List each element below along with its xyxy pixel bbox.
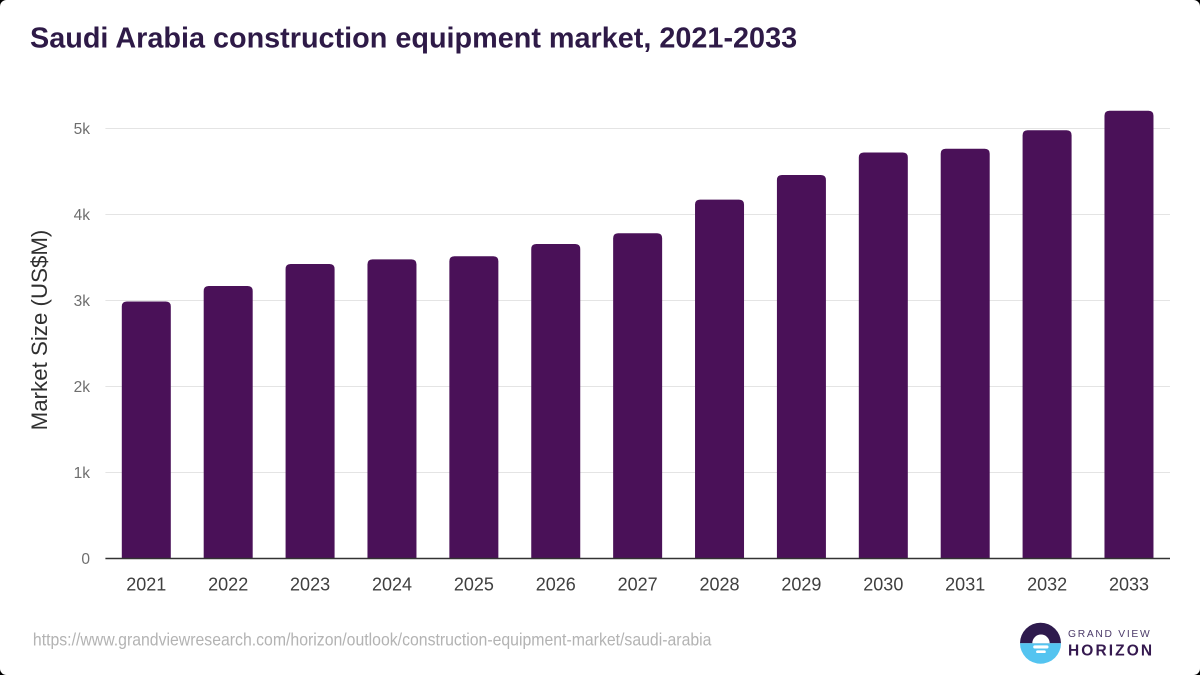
svg-text:2023: 2023 xyxy=(290,575,330,595)
svg-text:2021: 2021 xyxy=(126,575,166,595)
svg-text:Market Size (US$M): Market Size (US$M) xyxy=(27,230,52,431)
svg-text:4k: 4k xyxy=(74,207,91,224)
svg-text:1k: 1k xyxy=(74,465,91,482)
svg-text:2026: 2026 xyxy=(536,575,576,595)
svg-text:0: 0 xyxy=(81,551,90,568)
svg-text:2025: 2025 xyxy=(454,575,494,595)
svg-text:2029: 2029 xyxy=(781,575,821,595)
svg-text:2024: 2024 xyxy=(372,575,412,595)
svg-text:HORIZON: HORIZON xyxy=(1068,643,1154,660)
svg-text:2031: 2031 xyxy=(945,575,985,595)
svg-text:2027: 2027 xyxy=(618,575,658,595)
svg-text:Saudi Arabia construction equi: Saudi Arabia construction equipment mark… xyxy=(30,23,797,55)
svg-text:https://www.grandviewresearch.: https://www.grandviewresearch.com/horizo… xyxy=(33,629,712,649)
svg-text:2032: 2032 xyxy=(1027,575,1067,595)
svg-text:GRAND VIEW: GRAND VIEW xyxy=(1068,629,1151,640)
svg-text:2033: 2033 xyxy=(1109,575,1149,595)
svg-text:2028: 2028 xyxy=(700,575,740,595)
svg-text:2022: 2022 xyxy=(208,575,248,595)
svg-text:5k: 5k xyxy=(74,121,91,138)
svg-text:2030: 2030 xyxy=(863,575,903,595)
svg-text:2k: 2k xyxy=(74,379,91,396)
svg-text:3k: 3k xyxy=(74,293,91,310)
